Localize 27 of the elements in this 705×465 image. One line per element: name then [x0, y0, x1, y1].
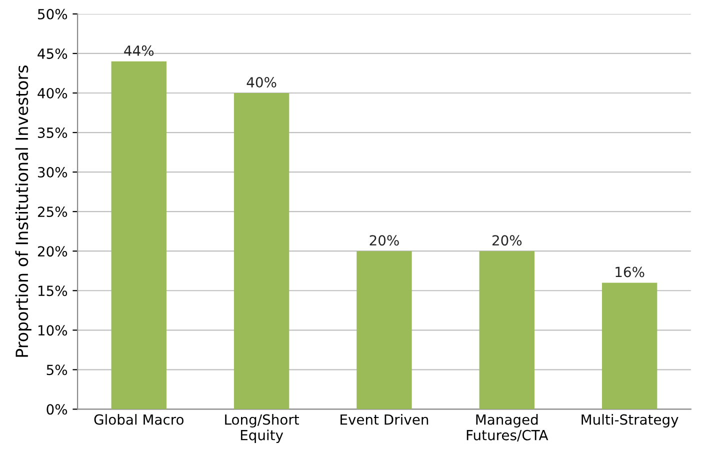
y-tick-label: 15% — [38, 286, 68, 296]
x-tick-label: Multi-Strategy — [582, 414, 678, 428]
y-tick-label: 0% — [46, 404, 68, 415]
data-label: 20% — [492, 235, 522, 246]
bar — [111, 61, 166, 410]
y-tick-label: 45% — [38, 48, 68, 59]
x-tick-label: Event Driven — [340, 414, 428, 425]
x-tick-label: Managed Futures/CTA — [466, 414, 548, 442]
y-tick-label: 10% — [38, 325, 68, 336]
y-tick-label: 25% — [38, 206, 68, 218]
bar — [234, 93, 290, 410]
x-tick-label: Long/Short Equity — [225, 414, 300, 444]
y-tick-label: 30% — [38, 167, 68, 178]
y-tick-label: 20% — [38, 246, 68, 257]
y-axis-title: Proportion of Institutional Investors — [15, 66, 32, 357]
x-tick-label: Global Macro — [94, 414, 184, 425]
y-tick-label: 35% — [38, 127, 68, 138]
bar — [602, 282, 658, 410]
data-label: 40% — [246, 77, 276, 88]
y-tick-label: 5% — [46, 364, 68, 376]
data-label: 44% — [124, 45, 154, 56]
data-label: 20% — [370, 235, 399, 246]
y-tick-label: 40% — [38, 88, 68, 98]
data-label: 16% — [616, 266, 644, 278]
bar — [479, 251, 534, 410]
bar — [356, 251, 412, 410]
y-tick-label: 50% — [38, 8, 68, 20]
